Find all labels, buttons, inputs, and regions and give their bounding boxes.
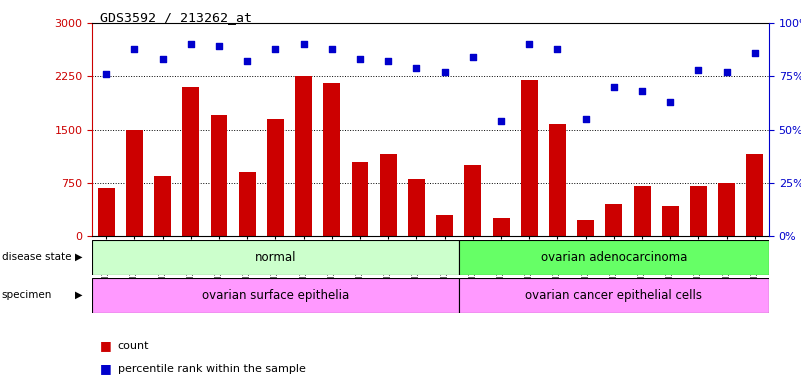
Text: disease state: disease state — [2, 252, 71, 262]
Bar — [549, 124, 566, 236]
Text: normal: normal — [255, 251, 296, 264]
Bar — [662, 205, 678, 236]
Bar — [239, 172, 256, 236]
Text: ovarian cancer epithelial cells: ovarian cancer epithelial cells — [525, 289, 702, 302]
Point — [495, 118, 508, 124]
Point — [466, 54, 479, 60]
Bar — [352, 162, 368, 236]
Bar — [92, 240, 459, 275]
Point — [607, 84, 620, 90]
Bar — [465, 165, 481, 236]
Point — [636, 88, 649, 94]
Point — [353, 56, 366, 62]
Bar — [324, 83, 340, 236]
Text: specimen: specimen — [2, 290, 52, 300]
Text: ovarian adenocarcinoma: ovarian adenocarcinoma — [541, 251, 687, 264]
Bar — [634, 187, 650, 236]
Point — [579, 116, 592, 122]
Bar — [437, 215, 453, 236]
Point — [128, 46, 141, 52]
Bar — [154, 176, 171, 236]
Bar — [92, 278, 459, 313]
Bar — [690, 187, 707, 236]
Bar — [211, 115, 227, 236]
Text: count: count — [118, 341, 149, 351]
Point — [438, 69, 451, 75]
Point — [325, 46, 338, 52]
Text: ■: ■ — [100, 362, 112, 375]
Bar — [408, 179, 425, 236]
Point — [212, 43, 225, 50]
Point — [156, 56, 169, 62]
Bar — [295, 76, 312, 236]
Bar — [606, 204, 622, 236]
Text: ovarian surface epithelia: ovarian surface epithelia — [202, 289, 349, 302]
Point — [382, 58, 395, 65]
Bar — [183, 87, 199, 236]
Point — [664, 99, 677, 105]
Bar — [747, 154, 763, 236]
Bar — [493, 218, 509, 236]
Text: ▶: ▶ — [74, 290, 82, 300]
Bar — [718, 183, 735, 236]
Bar — [98, 188, 115, 236]
Text: percentile rank within the sample: percentile rank within the sample — [118, 364, 306, 374]
Point — [269, 46, 282, 52]
Point — [523, 41, 536, 47]
Text: ■: ■ — [100, 339, 112, 352]
Point — [748, 50, 761, 56]
Point — [297, 41, 310, 47]
Bar — [459, 240, 769, 275]
Point — [720, 69, 733, 75]
Bar — [578, 220, 594, 236]
Text: GDS3592 / 213262_at: GDS3592 / 213262_at — [100, 12, 252, 25]
Bar — [459, 278, 769, 313]
Text: ▶: ▶ — [74, 252, 82, 262]
Point — [184, 41, 197, 47]
Bar — [126, 130, 143, 236]
Bar — [267, 119, 284, 236]
Point — [692, 67, 705, 73]
Point — [410, 65, 423, 71]
Point — [100, 71, 113, 77]
Bar — [521, 80, 537, 236]
Point — [551, 46, 564, 52]
Bar — [380, 154, 396, 236]
Point — [241, 58, 254, 65]
